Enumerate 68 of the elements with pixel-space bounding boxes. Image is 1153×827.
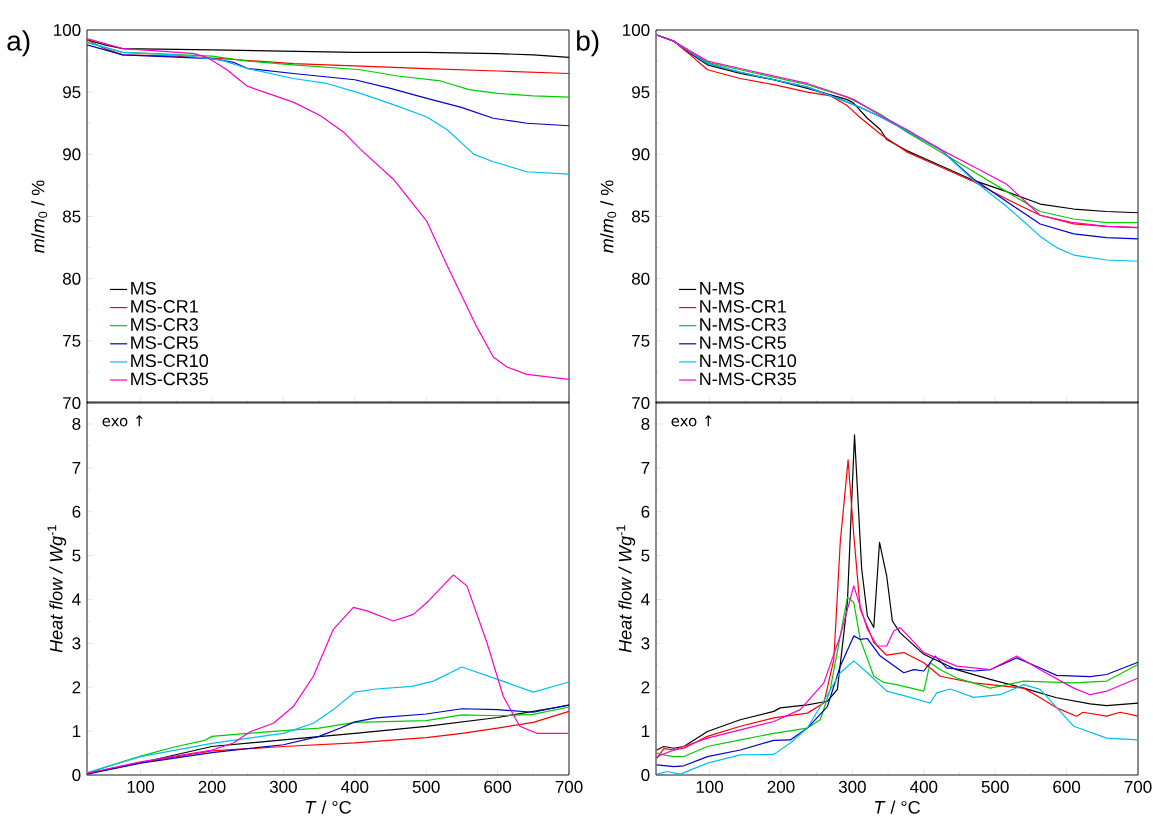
x-tick-label: 700	[555, 780, 583, 793]
y-tick-label: 5	[72, 549, 81, 562]
y-tick-label: 75	[63, 334, 81, 347]
y-tick-label: 2	[641, 681, 650, 694]
y-tick-label: 8	[641, 417, 650, 430]
y-tick-label: 1	[72, 725, 81, 737]
y-axis-title: m/m$_{0}$ / %	[600, 180, 617, 253]
text: a)	[7, 30, 30, 57]
x-tick-label: 200	[198, 780, 226, 793]
y-tick-label: 8	[72, 417, 81, 430]
annotation: exo ↑	[671, 415, 712, 427]
annotation: exo ↑	[102, 415, 143, 427]
y-tick-label: 70	[632, 396, 650, 410]
legend-label: N-MS-CR3	[700, 318, 786, 331]
y-tick-label: 80	[631, 272, 650, 285]
x-tick-label: 600	[484, 780, 512, 793]
y-tick-label: 5	[641, 549, 650, 562]
y-tick-label: 4	[72, 593, 81, 606]
x-tick-label: 600	[1053, 780, 1081, 793]
legend-label: N-MS-CR35	[700, 372, 796, 386]
y-tick-label: 3	[72, 637, 81, 650]
x-tick-label: 400	[910, 780, 938, 793]
x-tick-label: 500	[981, 780, 1009, 793]
x-tick-label: 100	[127, 780, 155, 793]
y-axis-title: m/m$_{0}$ / %	[31, 180, 48, 253]
y-axis-title: Heat flow / Wg$^{-1}$	[47, 525, 67, 653]
legend-label: N-MS-CR5	[700, 336, 786, 349]
y-tick-label: 2	[72, 681, 81, 694]
y-tick-label: 100	[54, 23, 81, 37]
y-tick-label: 7	[641, 461, 650, 474]
y-tick-label: 95	[63, 86, 81, 99]
legend-label: MS-CR10	[131, 354, 209, 368]
legend-label: MS-CR1	[131, 300, 198, 313]
x-tick-label: 700	[1124, 780, 1152, 793]
legend-label: MS	[131, 281, 156, 295]
legend-label: MS-CR35	[131, 372, 208, 386]
x-tick-label: 300	[838, 780, 866, 793]
x-tick-label: 500	[412, 780, 440, 793]
y-tick-label: 90	[632, 148, 650, 161]
legend-label: MS-CR5	[131, 336, 198, 349]
legend-label: MS-CR3	[131, 318, 198, 331]
y-tick-label: 6	[641, 505, 650, 518]
y-tick-label: 85	[62, 210, 81, 223]
y-tick-label: 1	[641, 725, 650, 737]
y-tick-label: 7	[72, 461, 81, 474]
y-tick-label: 80	[62, 272, 81, 285]
text: b)	[577, 30, 599, 57]
y-tick-label: 75	[632, 334, 650, 347]
y-tick-label: 85	[631, 210, 650, 223]
y-tick-label: 90	[63, 148, 81, 161]
x-tick-label: 300	[269, 780, 297, 793]
legend-label: N-MS	[700, 281, 744, 295]
x-tick-label: 100	[696, 780, 724, 793]
y-tick-label: 0	[641, 768, 650, 782]
y-tick-label: 100	[623, 23, 650, 37]
y-axis-title: Heat flow / Wg$^{-1}$	[616, 525, 636, 653]
x-axis-title: T / °C	[305, 800, 351, 814]
y-tick-label: 3	[641, 637, 650, 650]
x-tick-label: 400	[341, 780, 369, 793]
legend-label: N-MS-CR1	[700, 300, 786, 313]
y-tick-label: 95	[632, 86, 650, 99]
x-axis-title: T / °C	[875, 800, 920, 814]
y-tick-label: 0	[72, 768, 81, 782]
y-tick-label: 4	[641, 593, 650, 606]
y-tick-label: 70	[63, 396, 81, 410]
legend-label: N-MS-CR10	[700, 354, 797, 368]
y-tick-label: 6	[72, 505, 81, 518]
x-tick-label: 200	[767, 780, 795, 793]
